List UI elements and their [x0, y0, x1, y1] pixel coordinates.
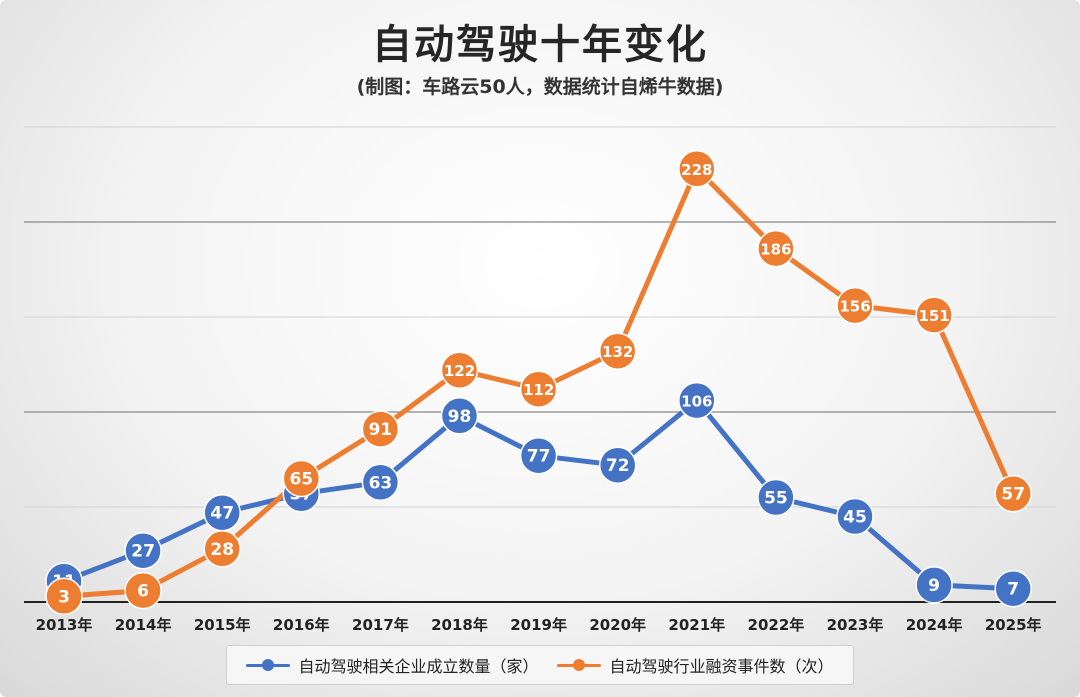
data-point-0	[598, 446, 637, 484]
x-tick-label: 2025年	[985, 616, 1042, 634]
x-tick-label: 2021年	[668, 616, 725, 634]
x-tick-label: 2024年	[906, 616, 963, 634]
x-tick-label: 2022年	[748, 616, 805, 634]
data-point-1	[519, 370, 558, 408]
data-label-0: 77	[527, 447, 551, 467]
x-tick-label: 2013年	[36, 616, 93, 634]
series-line-0	[61, 398, 1016, 592]
data-point-0	[915, 566, 953, 604]
data-point-1	[598, 332, 637, 370]
legend-label-companies: 自动驾驶相关企业成立数量（家）	[298, 657, 539, 676]
data-label-0: 7	[1007, 580, 1019, 600]
data-label-1: 122	[444, 362, 475, 380]
data-label-0: 55	[764, 489, 788, 509]
x-tick-label: 2014年	[115, 616, 172, 634]
x-tick-label: 2016年	[273, 616, 330, 634]
data-point-0	[994, 569, 1032, 608]
data-label-1: 228	[681, 161, 712, 179]
data-label-1: 132	[602, 343, 633, 361]
data-label-0: 27	[131, 542, 155, 562]
data-point-0	[678, 381, 716, 420]
data-point-1	[361, 410, 400, 448]
data-point-0	[440, 397, 479, 435]
x-tick-label: 2023年	[827, 616, 884, 634]
data-label-0: 106	[681, 393, 712, 411]
data-label-1: 112	[523, 381, 554, 399]
data-label-1: 156	[839, 298, 870, 316]
data-point-0	[361, 463, 400, 502]
data-point-0	[757, 478, 795, 517]
x-tick-label: 2017年	[352, 616, 409, 634]
data-point-1	[440, 351, 479, 389]
data-point-1	[45, 577, 83, 616]
data-label-0: 47	[210, 504, 234, 524]
data-point-0	[124, 531, 162, 570]
data-label-0: 45	[843, 508, 867, 528]
data-label-0: 63	[369, 473, 393, 493]
data-label-1: 91	[369, 420, 393, 440]
chart-title: 自动驾驶十年变化	[372, 22, 708, 68]
data-point-1	[915, 296, 953, 334]
data-label-1: 151	[918, 307, 949, 325]
data-point-1	[282, 459, 321, 498]
legend-label-financing: 自动驾驶行业融资事件数（次）	[609, 657, 834, 676]
x-tick-label: 2018年	[431, 616, 488, 634]
data-point-1	[678, 150, 716, 188]
data-label-1: 65	[289, 470, 313, 490]
data-point-1	[203, 530, 241, 568]
data-label-1: 6	[137, 582, 149, 602]
legend-item-financing: 自动驾驶行业融资事件数（次）	[557, 653, 834, 677]
x-tick-label: 2015年	[194, 616, 251, 634]
legend-marker-companies	[246, 659, 291, 671]
legend: 自动驾驶相关企业成立数量（家） 自动驾驶行业融资事件数（次）	[226, 645, 854, 685]
legend-marker-financing	[557, 659, 602, 671]
data-label-0: 9	[928, 576, 940, 596]
x-tick-label: 2019年	[510, 616, 567, 634]
legend-item-companies: 自动驾驶相关企业成立数量（家）	[246, 653, 539, 677]
data-point-0	[519, 436, 558, 475]
data-point-0	[836, 497, 874, 536]
data-point-1	[124, 571, 162, 610]
data-label-1: 28	[210, 540, 234, 560]
data-label-1: 57	[1001, 485, 1025, 505]
data-label-0: 98	[448, 407, 472, 427]
data-point-1	[994, 474, 1032, 513]
data-label-0: 72	[606, 456, 630, 476]
data-point-1	[757, 229, 795, 268]
data-point-1	[836, 286, 874, 325]
x-tick-label: 2020年	[589, 616, 646, 634]
data-label-1: 3	[58, 587, 70, 607]
data-label-1: 186	[760, 241, 791, 259]
chart-subtitle: (制图：车路云50人，数据统计自烯牛数据)	[356, 76, 724, 98]
